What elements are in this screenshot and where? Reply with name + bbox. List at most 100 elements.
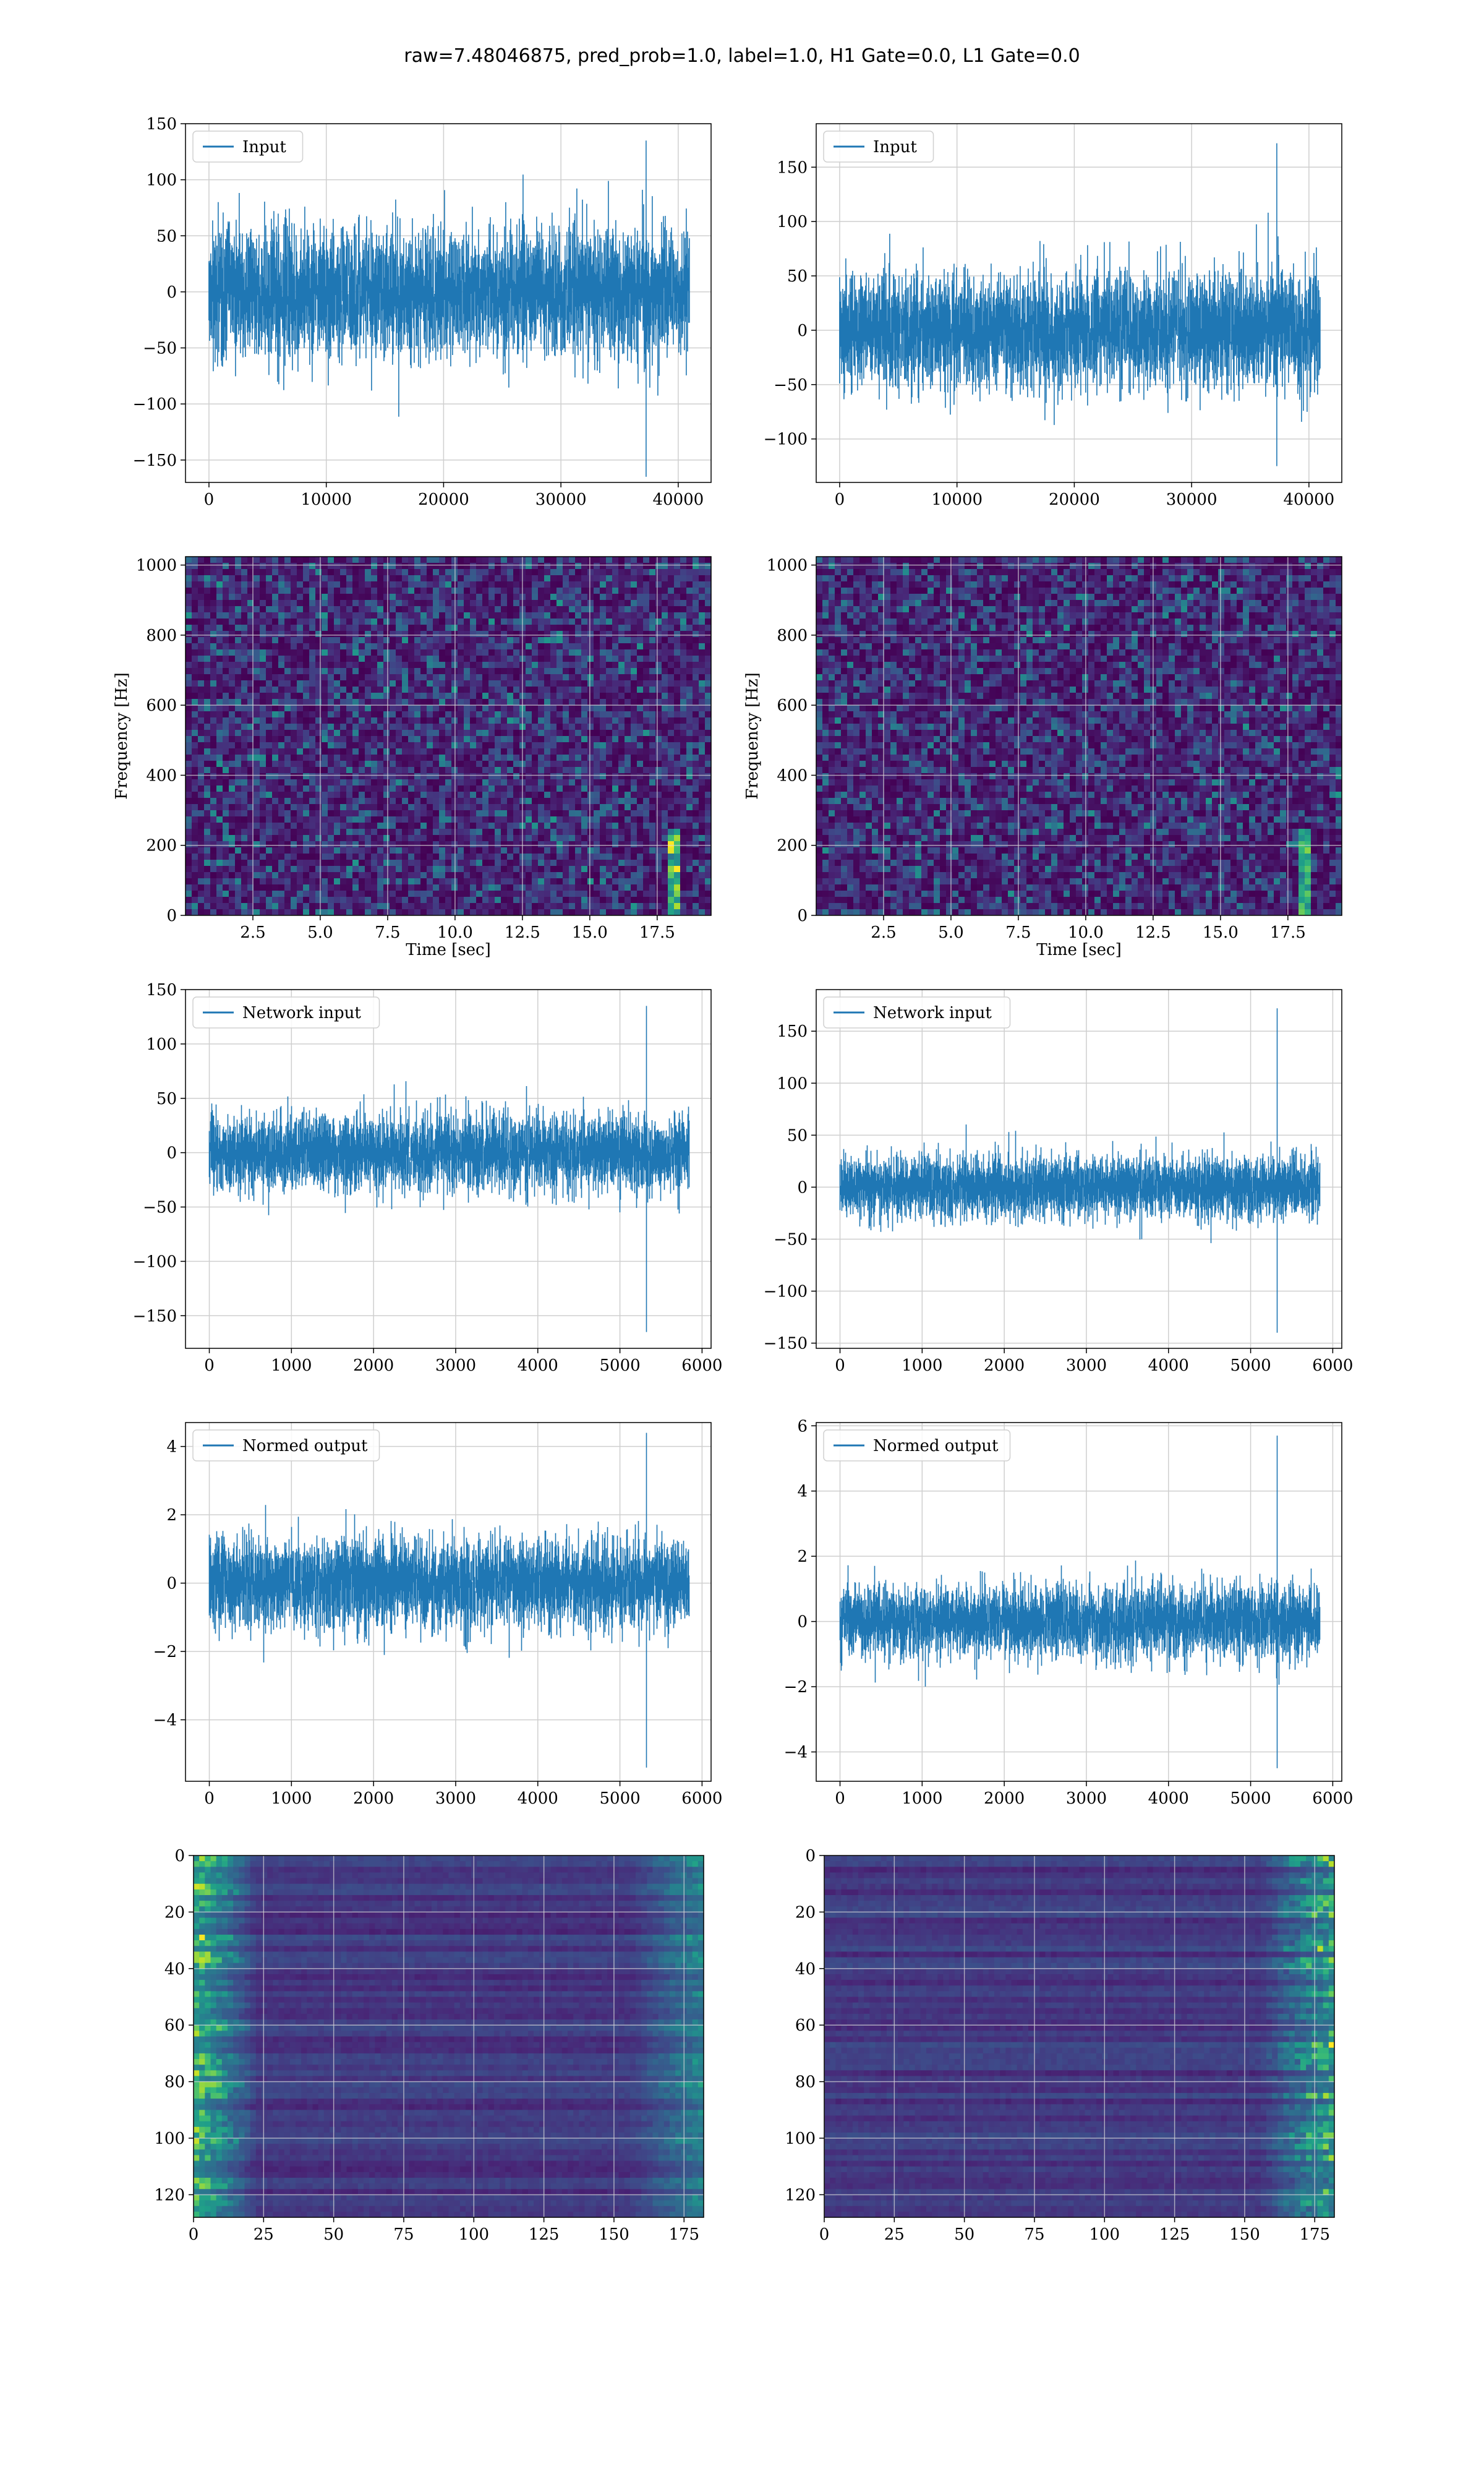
ytick-label: −4 <box>784 1744 808 1762</box>
ytick-label: 800 <box>146 627 177 645</box>
ytick-label: 150 <box>146 115 177 134</box>
legend-label: Input <box>242 138 286 156</box>
axes-frame-r1c1 <box>185 123 712 483</box>
xtick-label: 175 <box>1299 2225 1330 2244</box>
ytick-label: 0 <box>805 1847 816 1865</box>
xtick-label: 30000 <box>1166 490 1217 509</box>
xtick-label: 10.0 <box>1068 923 1104 942</box>
ytick-label: 0 <box>174 1847 185 1865</box>
ytick-label: 120 <box>154 2186 185 2204</box>
grid-r2c2 <box>816 557 1342 916</box>
xtick-label: 4000 <box>518 1356 558 1375</box>
ytick-label: 20 <box>164 1903 185 1922</box>
xtick-label: 1000 <box>271 1789 312 1808</box>
xtick-label: 150 <box>599 2225 629 2244</box>
chart-r2c1: 2.5 5.0 7.5 10.0 12.5 15.0 17.5 0 200 400 600 800 10… <box>113 556 712 959</box>
xtick-label: 3000 <box>1066 1356 1107 1375</box>
ytick-label: 80 <box>795 2073 816 2092</box>
ytick-label: 600 <box>146 696 177 715</box>
ytick-label: 100 <box>785 2129 816 2148</box>
ytick-label: 200 <box>146 837 177 855</box>
y-axis-label: Frequency [Hz] <box>113 672 131 800</box>
chart-r3c2: 0 1000 2000 3000 4000 5000 6000 −150 −100 −50 0 50 1… <box>764 989 1353 1375</box>
xtick-label: 15.0 <box>1203 923 1239 942</box>
ytick-label: 150 <box>777 158 808 177</box>
ytick-label: 40 <box>164 1960 185 1979</box>
figure-suptitle: raw=7.48046875, pred_prob=1.0, label=1.0… <box>404 45 1080 67</box>
ytick-label: 0 <box>166 1144 177 1163</box>
xtick-label: 1000 <box>902 1789 942 1808</box>
ytick-label: 20 <box>795 1903 816 1922</box>
ytick-label: 1000 <box>136 557 177 575</box>
xtick-label: 0 <box>835 1356 845 1375</box>
xtick-label: 10000 <box>931 490 983 509</box>
xtick-label: 5.0 <box>307 923 333 942</box>
xtick-label: 4000 <box>1148 1356 1189 1375</box>
ytick-label: 0 <box>166 1575 177 1593</box>
chart-r5c2: 0 25 50 75 100 125 150 175 0 20 40 60 80 100 120 <box>785 1847 1335 2244</box>
xtick-label: 4000 <box>1148 1789 1189 1808</box>
x-axis-label: Time [sec] <box>406 941 491 959</box>
ytick-label: 0 <box>166 283 177 302</box>
xtick-label: 125 <box>1159 2225 1190 2244</box>
axes-frame-r4c2 <box>816 1422 1342 1782</box>
ytick-label: 2 <box>797 1547 808 1566</box>
ytick-label: −100 <box>764 1283 808 1301</box>
ytick-label: 4 <box>166 1438 177 1457</box>
ytick-label: −150 <box>764 1335 808 1353</box>
xtick-label: 50 <box>323 2225 344 2244</box>
ytick-label: 0 <box>797 1178 808 1197</box>
heatmap-r2c2 <box>816 557 1342 915</box>
chart-r5c1: 0 25 50 75 100 125 150 175 0 20 40 60 80 100 120 <box>154 1847 704 2244</box>
ytick-label: −2 <box>784 1678 808 1697</box>
xtick-label: 0 <box>835 1789 845 1808</box>
ytick-label: 800 <box>777 627 808 645</box>
axes-frame-r1c2 <box>816 123 1342 483</box>
ytick-label: 2 <box>166 1506 177 1525</box>
series-line-r4c2 <box>839 1436 1321 1768</box>
ytick-label: −2 <box>153 1643 177 1661</box>
xtick-label: 10.0 <box>437 923 473 942</box>
ytick-label: 40 <box>795 1960 816 1979</box>
xtick-label: 30000 <box>535 490 587 509</box>
axes-frame-r5c2 <box>824 1855 1335 2218</box>
charts-container: 0 10000 20000 30000 40000−150−100−5005010015… <box>113 115 1353 2244</box>
legend-label: Network input <box>873 1004 992 1022</box>
xtick-label: 7.5 <box>1005 923 1031 942</box>
axes-frame-r2c2 <box>816 556 1342 916</box>
series-line-r4c1 <box>208 1432 690 1768</box>
ytick-label: 200 <box>777 837 808 855</box>
xtick-label: 25 <box>254 2225 274 2244</box>
ytick-label: 150 <box>146 981 177 999</box>
xtick-label: 15.0 <box>572 923 608 942</box>
ytick-label: 60 <box>795 2016 816 2035</box>
xtick-label: 6000 <box>1312 1789 1353 1808</box>
ytick-label: 50 <box>787 1126 808 1145</box>
xtick-label: 100 <box>1089 2225 1120 2244</box>
ytick-label: 4 <box>797 1483 808 1501</box>
xtick-label: 75 <box>1024 2225 1044 2244</box>
ytick-label: −100 <box>764 430 808 449</box>
ytick-label: 50 <box>156 1090 177 1108</box>
ytick-label: 120 <box>785 2186 816 2204</box>
xtick-label: 20000 <box>1049 490 1100 509</box>
legend-label: Normed output <box>242 1437 368 1455</box>
xtick-label: 12.5 <box>505 923 540 942</box>
ytick-label: 150 <box>777 1022 808 1041</box>
chart-r1c1: 0 10000 20000 30000 40000 −150 −100 −50 0 50 100 15… <box>133 115 712 509</box>
xtick-label: 150 <box>1229 2225 1260 2244</box>
xtick-label: 5000 <box>599 1356 640 1375</box>
xtick-label: 5000 <box>1230 1356 1271 1375</box>
ytick-label: 400 <box>777 766 808 785</box>
chart-r2c2: 2.5 5.0 7.5 10.0 12.5 15.0 17.5 0 200 400 600 800 10… <box>743 556 1342 959</box>
axes-frame-r3c2 <box>816 989 1342 1349</box>
xtick-label: 75 <box>393 2225 414 2244</box>
ytick-label: 100 <box>154 2129 185 2148</box>
heatmap-r2c1 <box>186 557 711 915</box>
xtick-label: 17.5 <box>639 923 675 942</box>
legend-r3c2: Network input <box>823 996 1011 1029</box>
series-line-r3c2 <box>839 1008 1321 1333</box>
xtick-label: 0 <box>204 1356 215 1375</box>
ytick-label: 0 <box>797 1613 808 1632</box>
xtick-label: 1000 <box>271 1356 312 1375</box>
